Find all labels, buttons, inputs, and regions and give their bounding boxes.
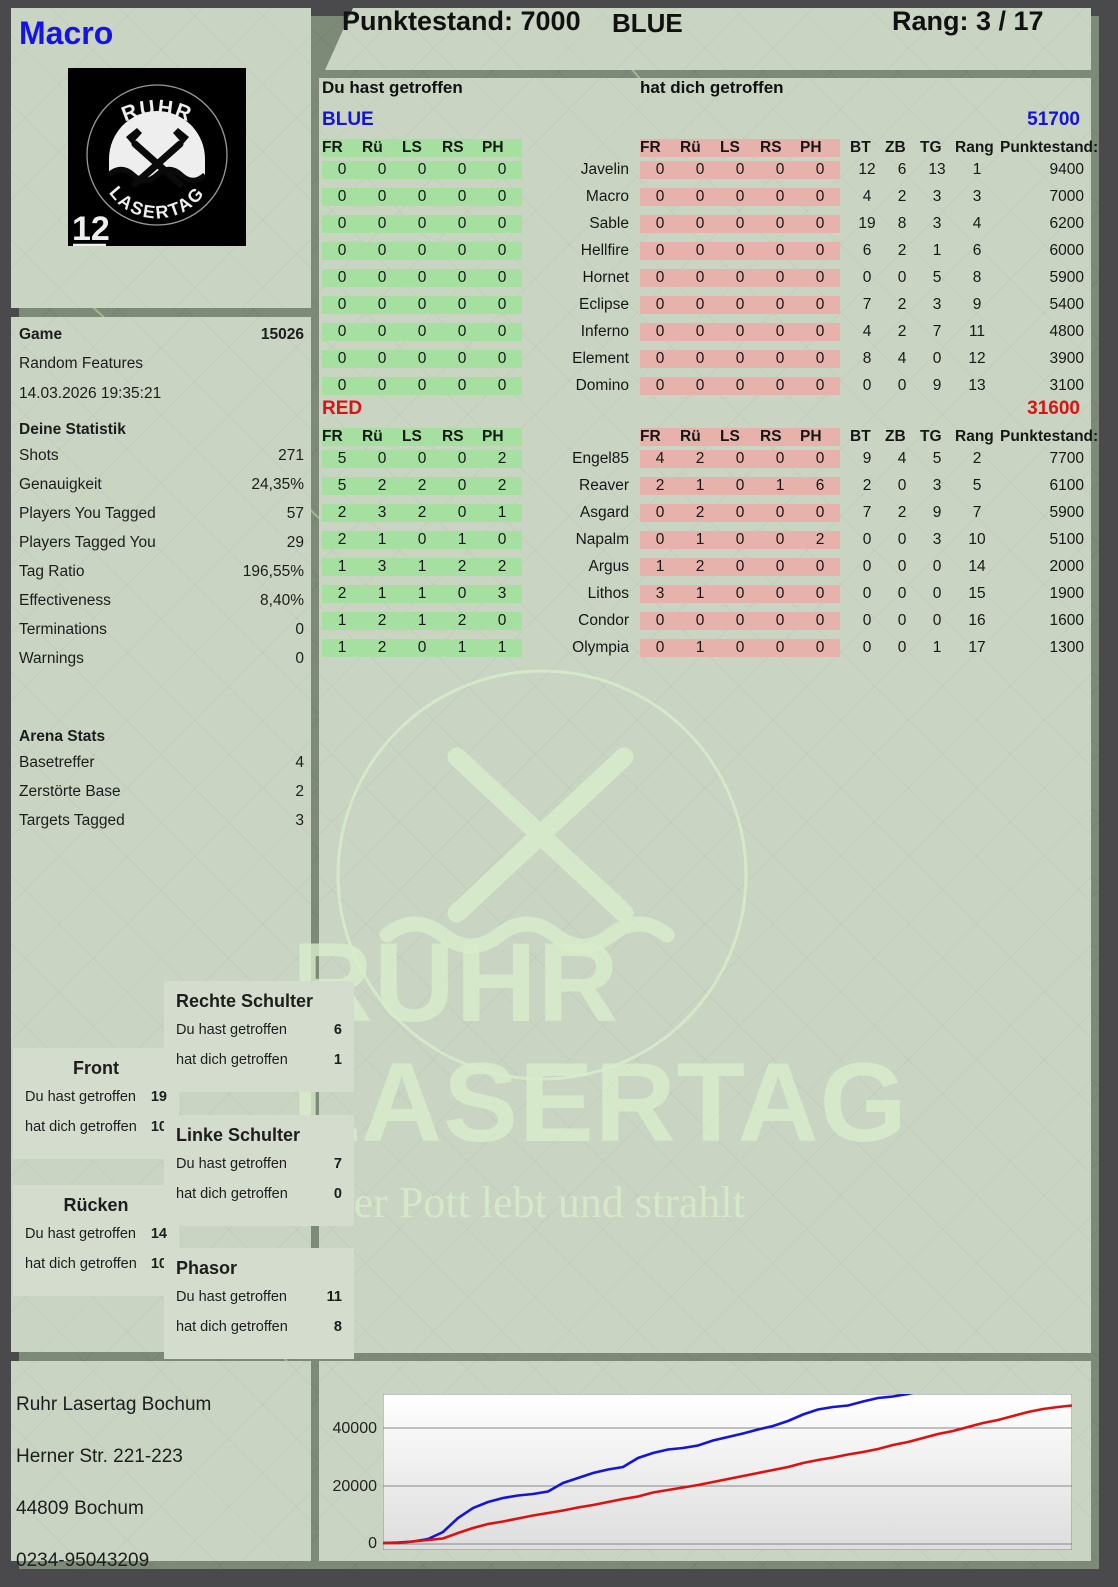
svg-text:12: 12 (72, 210, 110, 246)
